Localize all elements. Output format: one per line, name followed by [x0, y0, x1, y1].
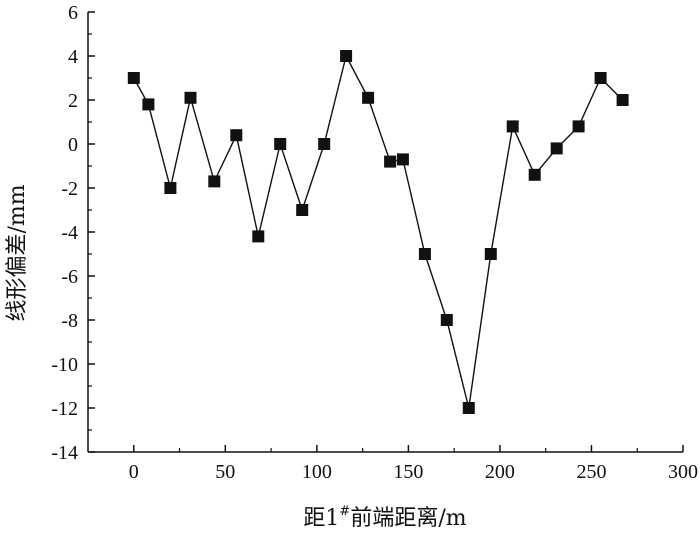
y-tick-label: 4 [68, 46, 78, 68]
y-tick-label: 6 [68, 2, 78, 24]
data-point [318, 138, 331, 150]
x-tick-label: 50 [215, 461, 235, 483]
data-point [127, 72, 140, 84]
data-point [274, 138, 287, 150]
y-tick-label: -12 [51, 398, 78, 420]
data-point [506, 120, 519, 133]
data-point [572, 120, 585, 133]
x-axis-title: 距1#前端距离/m [303, 504, 466, 531]
data-point [594, 72, 607, 84]
y-tick-label: -8 [61, 310, 78, 332]
x-tick-label: 300 [668, 461, 698, 483]
data-point [208, 175, 221, 188]
x-tick-label: 0 [129, 461, 139, 483]
data-point [230, 129, 243, 142]
x-tick-label: 100 [302, 461, 332, 483]
data-point [164, 182, 177, 194]
series [127, 50, 629, 414]
data-point [484, 248, 497, 260]
y-tick-label: -6 [61, 266, 78, 288]
y-tick-label: -2 [61, 178, 78, 200]
data-point [462, 402, 475, 414]
data-point [296, 204, 309, 216]
y-tick-label: -4 [61, 222, 78, 244]
x-axis-title-prefix: 距1 [303, 506, 339, 531]
data-point [362, 91, 375, 104]
x-tick-label: 200 [485, 461, 515, 483]
series-line [133, 54, 624, 409]
data-point [550, 142, 563, 155]
data-point [616, 94, 629, 106]
ticks: 0 50 100 150 200 250 300 -14 -12 -10 -8 -6 -4 -2 0 2 4 6 [51, 2, 698, 483]
data-point [528, 168, 541, 181]
data-point [384, 155, 397, 168]
y-tick-label: -10 [51, 354, 78, 376]
data-point [396, 153, 409, 166]
data-point [418, 248, 431, 260]
data-point [142, 98, 155, 111]
x-axis-title-sup: # [339, 504, 350, 519]
y-axis-title: 线形偏差/mm [5, 184, 30, 321]
axes [87, 12, 683, 453]
data-point [184, 91, 197, 104]
y-tick-label: 0 [68, 134, 78, 156]
data-point [440, 314, 453, 326]
data-point [340, 50, 353, 62]
x-tick-label: 150 [393, 461, 423, 483]
x-tick-label: 250 [576, 461, 606, 483]
data-point [252, 230, 265, 243]
x-axis-title-suffix: 前端距离/m [350, 506, 466, 531]
y-tick-label: -14 [51, 442, 78, 464]
y-tick-label: 2 [68, 90, 78, 112]
